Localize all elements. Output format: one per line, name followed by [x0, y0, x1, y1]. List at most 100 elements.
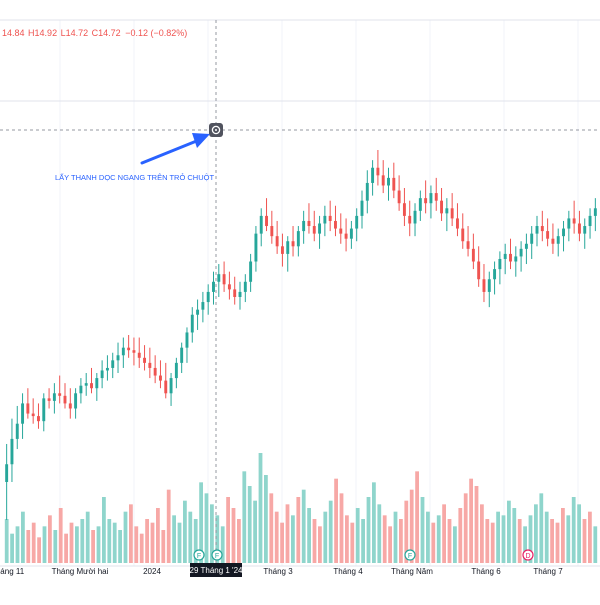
candle: [137, 337, 141, 368]
event-marker-f[interactable]: F: [193, 549, 205, 561]
candle-body: [196, 309, 200, 315]
volume-bar: [377, 504, 382, 563]
candle-body: [68, 403, 72, 409]
event-marker-letter: F: [215, 553, 219, 560]
volume-bar: [253, 500, 257, 563]
candle-body: [365, 182, 369, 201]
time-axis-ticks: háng 11 Tháng Mười hai 2024 Tháng 3 Tháng 4 T…: [0, 567, 563, 576]
candle: [339, 213, 343, 244]
candle: [121, 337, 125, 368]
candle-body: [116, 355, 120, 361]
volume-bar: [80, 519, 85, 563]
candle-body: [105, 367, 109, 371]
volume-bar: [10, 533, 14, 563]
candle-body: [222, 274, 226, 285]
candle: [530, 226, 534, 259]
candle: [519, 241, 523, 272]
crosshair-center-icon[interactable]: [209, 123, 223, 137]
volume-bar: [501, 515, 506, 563]
candle-body: [556, 236, 560, 244]
volume-bar: [409, 489, 414, 563]
candle-body: [52, 393, 56, 401]
volume-bar: [177, 522, 182, 563]
candle: [509, 238, 512, 270]
candle-body: [143, 357, 147, 363]
event-marker-f[interactable]: F: [404, 549, 416, 561]
ohlc-low-value: 14.72: [66, 28, 89, 38]
candle: [365, 170, 369, 214]
candle-body: [381, 175, 385, 186]
volume-bar: [339, 493, 344, 563]
candle: [450, 193, 454, 227]
candle: [323, 205, 327, 237]
candle: [116, 342, 120, 374]
volume-bar: [431, 522, 436, 563]
time-axis-tick-label: Tháng 7: [533, 567, 563, 576]
candle-body: [397, 190, 401, 204]
candle-body: [121, 347, 125, 356]
candle-body: [355, 215, 359, 229]
event-marker-d[interactable]: D: [522, 549, 534, 561]
candle: [387, 167, 390, 201]
volume-bar: [512, 508, 517, 563]
ohlc-open-value: 14.84: [2, 28, 25, 38]
candle-body: [429, 193, 433, 204]
volume-bar: [37, 537, 41, 563]
candle: [190, 307, 194, 343]
volume-bar: [566, 515, 571, 563]
volume-bars: [4, 453, 598, 563]
volume-bar: [199, 482, 203, 563]
candle-body: [408, 215, 412, 224]
volume-bar: [102, 497, 106, 563]
candle-body: [90, 383, 93, 389]
candle-body: [111, 360, 115, 368]
candle: [233, 276, 237, 305]
volume-bar: [118, 530, 122, 563]
volume-bar: [458, 508, 463, 563]
candle: [259, 208, 263, 247]
candle: [153, 355, 157, 384]
volume-bar: [415, 471, 419, 563]
volume-bar: [156, 508, 160, 563]
annotation-arrow: [140, 133, 210, 165]
candle: [402, 188, 406, 227]
volume-bar: [328, 500, 333, 563]
candle: [280, 233, 284, 267]
candle: [418, 190, 422, 221]
volume-bar: [91, 530, 95, 563]
volume-bar: [345, 515, 349, 563]
candle-body: [174, 362, 178, 379]
candle-body: [212, 281, 215, 292]
candle-body: [42, 398, 46, 422]
event-marker-f[interactable]: F: [211, 549, 223, 561]
candle: [275, 220, 279, 254]
volume-bar: [258, 453, 263, 563]
candle-body: [440, 200, 444, 214]
volume-bar: [555, 522, 560, 563]
candle: [540, 210, 544, 242]
candle-body: [291, 241, 295, 247]
candle-body: [551, 238, 555, 244]
volume-bar: [544, 511, 549, 563]
candle: [58, 375, 62, 404]
volume-bar: [15, 526, 20, 563]
candle-body: [371, 167, 375, 183]
candle-body: [509, 253, 512, 262]
candle-body: [265, 215, 268, 227]
candle-body: [153, 367, 157, 376]
time-axis-tick-label: Tháng Mười hai: [52, 567, 109, 576]
candle-body: [434, 193, 438, 201]
candle-body: [132, 350, 136, 353]
candle: [243, 274, 247, 303]
volume-bar: [355, 508, 360, 563]
candle-body: [280, 246, 284, 254]
candle-body: [546, 231, 550, 239]
candle-body: [445, 208, 449, 214]
candle: [174, 357, 178, 389]
candle-body: [243, 281, 247, 292]
candle: [371, 160, 375, 196]
volume-bar: [485, 519, 490, 563]
